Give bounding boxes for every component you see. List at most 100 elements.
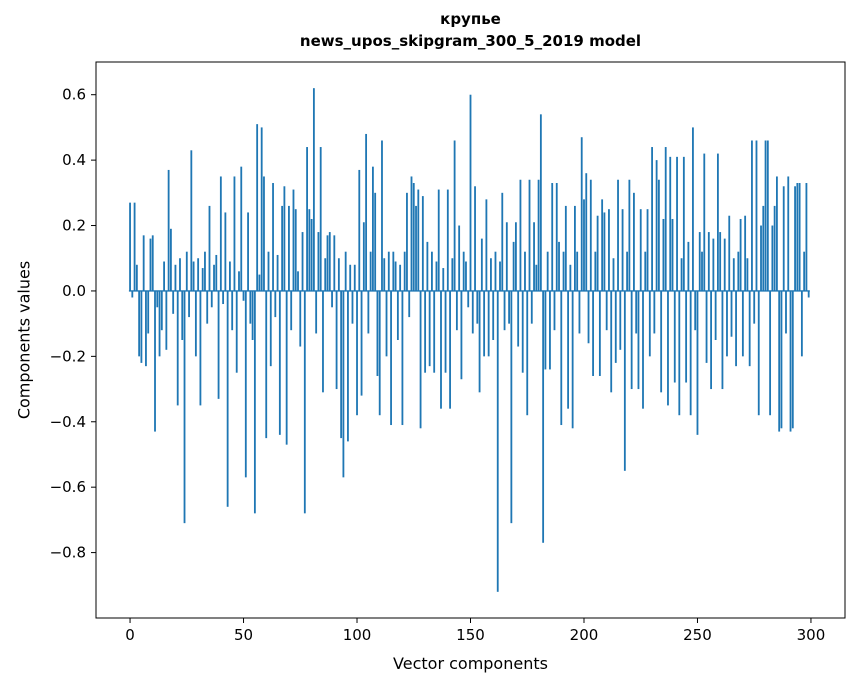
bar: [494, 251, 497, 291]
bar: [172, 290, 175, 314]
bar: [682, 156, 685, 291]
bar: [381, 140, 383, 291]
x-axis-label: Vector components: [393, 654, 548, 673]
y-tick-label: −0.6: [50, 478, 86, 496]
bar: [426, 241, 429, 291]
bar: [803, 251, 806, 291]
bar: [782, 186, 785, 291]
bar: [179, 258, 181, 291]
bar: [181, 290, 184, 340]
bar: [340, 290, 343, 439]
bar: [283, 186, 286, 291]
bar: [183, 290, 186, 524]
bar: [267, 251, 270, 291]
bar: [140, 290, 143, 363]
bar: [342, 290, 345, 478]
bar: [748, 290, 751, 367]
bar: [578, 290, 581, 334]
bar: [673, 290, 676, 383]
bar: [596, 215, 599, 291]
bar: [185, 251, 188, 291]
bar: [542, 290, 545, 543]
bar: [149, 238, 152, 291]
y-axis-label: Components values: [14, 260, 34, 420]
bar: [437, 189, 440, 291]
bar: [623, 290, 626, 471]
bar: [528, 179, 531, 291]
bar: [719, 232, 722, 291]
bar: [555, 183, 558, 291]
bar: [285, 290, 288, 445]
bar: [328, 232, 331, 291]
bar: [244, 290, 247, 478]
bar: [730, 290, 733, 337]
bar: [412, 183, 415, 291]
bar: [326, 235, 329, 291]
bar: [410, 176, 413, 291]
bar: [667, 290, 669, 406]
bar: [585, 173, 588, 291]
bar: [344, 251, 347, 291]
bar: [517, 290, 520, 347]
bar: [773, 205, 776, 291]
bar: [197, 258, 200, 291]
bar: [401, 290, 404, 426]
bar: [453, 140, 456, 291]
bar: [707, 232, 710, 291]
bar: [533, 222, 535, 291]
bar: [794, 186, 796, 291]
bar: [408, 290, 411, 318]
bar: [505, 222, 508, 291]
bar: [208, 205, 211, 291]
bar: [440, 290, 442, 409]
bar: [805, 183, 808, 291]
bar: [392, 251, 395, 291]
x-tick-label: 0: [125, 626, 135, 644]
bar: [741, 290, 744, 357]
bar: [562, 251, 565, 291]
bar: [163, 261, 165, 291]
bar: [487, 290, 490, 357]
bar: [771, 225, 774, 291]
bar: [705, 290, 708, 363]
bar: [474, 186, 476, 291]
bar: [612, 258, 615, 291]
bar: [256, 124, 259, 291]
bar: [274, 290, 277, 318]
bar: [603, 212, 606, 291]
bar: [701, 251, 703, 291]
bar: [766, 140, 769, 291]
bar: [776, 176, 778, 291]
bar: [151, 235, 154, 291]
bar: [390, 290, 392, 426]
bar: [303, 290, 306, 514]
bar: [376, 290, 379, 376]
bar: [449, 290, 451, 409]
bar: [233, 176, 236, 291]
bar: [519, 179, 522, 291]
bar: [235, 290, 238, 373]
bar: [796, 183, 799, 291]
x-tick-label: 150: [456, 626, 485, 644]
bar: [394, 261, 397, 291]
y-tick-label: 0.2: [62, 217, 86, 235]
bar: [791, 290, 794, 429]
bar: [574, 205, 576, 291]
bar: [630, 290, 633, 390]
bar: [421, 196, 424, 291]
y-tick-label: −0.4: [50, 413, 86, 431]
bar: [764, 140, 767, 291]
bar: [135, 264, 138, 291]
bar: [478, 290, 481, 393]
bar: [446, 189, 449, 291]
bar: [396, 290, 399, 340]
bar: [469, 94, 472, 291]
bar: [335, 290, 338, 390]
bar: [174, 264, 177, 291]
bar: [222, 290, 225, 305]
bar: [147, 290, 150, 334]
bar: [351, 290, 354, 324]
bar: [213, 264, 215, 291]
bar: [564, 205, 567, 291]
